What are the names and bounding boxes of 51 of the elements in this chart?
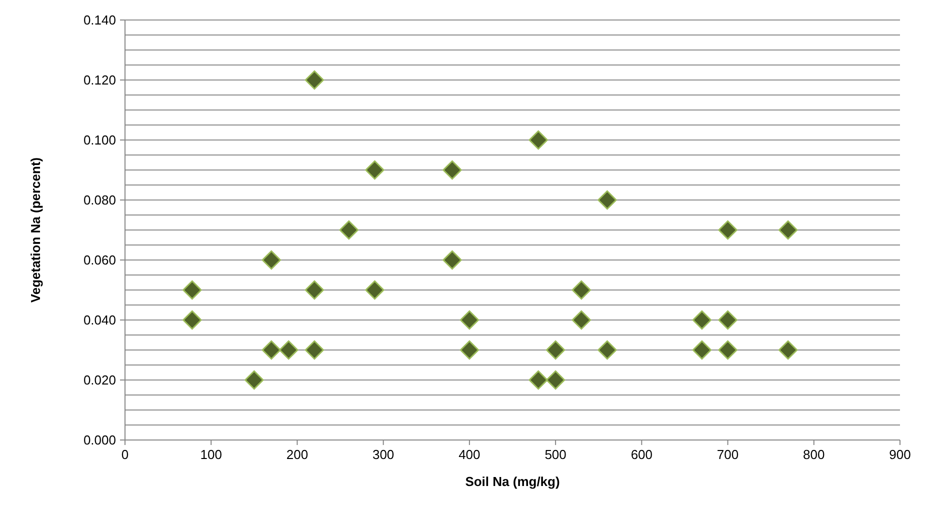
point: [339, 220, 358, 240]
point: [718, 220, 738, 240]
x-tick-label: 0: [121, 447, 129, 462]
point: [546, 340, 566, 360]
x-tick-label: 100: [200, 447, 222, 462]
point: [692, 310, 712, 330]
point: [442, 160, 462, 180]
point: [572, 310, 591, 330]
x-tick-label: 700: [716, 447, 739, 462]
x-tick-label: 400: [458, 447, 480, 462]
y-tick-label: 0.100: [83, 132, 116, 148]
point: [365, 280, 384, 300]
point: [692, 340, 712, 360]
y-tick-label: 0.000: [83, 432, 116, 448]
x-tick-label: 600: [630, 447, 653, 462]
point: [460, 310, 480, 330]
point: [598, 190, 617, 210]
point: [528, 370, 548, 390]
point: [778, 220, 798, 240]
point: [244, 370, 264, 390]
y-tick-label: 0.060: [83, 252, 116, 268]
point: [182, 280, 202, 300]
point: [546, 370, 566, 390]
y-tick-label: 0.120: [83, 72, 116, 88]
point: [304, 280, 324, 300]
point: [365, 160, 384, 180]
x-tick-label: 800: [803, 447, 825, 462]
y-tick-label: 0.140: [83, 12, 116, 28]
point: [460, 340, 480, 360]
y-tick-label: 0.040: [83, 312, 116, 328]
point: [528, 130, 548, 150]
y-axis-title: Vegetation Na (percent): [28, 157, 43, 303]
x-axis-title: Soil Na (mg/kg): [465, 474, 560, 489]
x-tick-label: 300: [372, 447, 394, 462]
point: [182, 310, 202, 330]
point: [279, 340, 298, 360]
point: [598, 340, 617, 360]
point: [262, 340, 281, 360]
point: [778, 340, 798, 360]
point: [718, 340, 738, 360]
point: [304, 70, 324, 90]
x-tick-label: 900: [889, 447, 911, 462]
x-tick-label: 200: [286, 447, 308, 462]
y-tick-label: 0.080: [83, 192, 116, 208]
y-tick-label: 0.020: [83, 372, 116, 388]
x-tick-label: 500: [544, 447, 566, 462]
point: [572, 280, 591, 300]
point: [718, 310, 738, 330]
point: [262, 250, 281, 270]
point: [304, 340, 324, 360]
point: [442, 250, 462, 270]
